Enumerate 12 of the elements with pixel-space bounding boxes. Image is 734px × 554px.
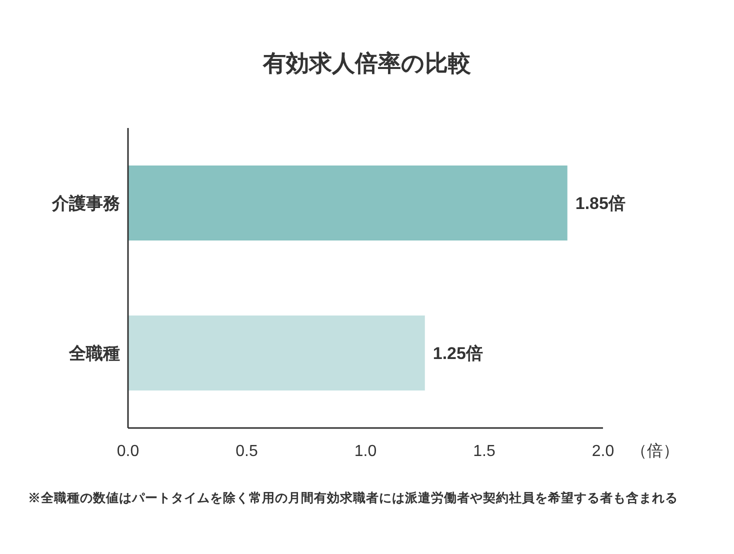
x-axis-title: （倍） bbox=[631, 442, 679, 460]
y-tick-label: 介護事務 bbox=[51, 194, 120, 213]
y-tick-label: 全職種 bbox=[68, 344, 120, 363]
x-tick-label: 1.5 bbox=[473, 443, 496, 460]
chart-title: 有効求人倍率の比較 bbox=[262, 50, 472, 76]
data-label: 1.25倍 bbox=[432, 344, 483, 363]
text: ※全職種の数値はパートタイムを除く常用の月間有効求職者には派遣労働者や契約社員を希望する者も含まれる bbox=[28, 490, 678, 505]
x-tick-label: 0.0 bbox=[116, 443, 140, 460]
x-tick-label: 2.0 bbox=[592, 443, 614, 460]
data-label: 1.85倍 bbox=[575, 194, 626, 213]
x-tick-label: 1.0 bbox=[354, 443, 377, 460]
x-tick-label: 0.5 bbox=[236, 443, 258, 460]
